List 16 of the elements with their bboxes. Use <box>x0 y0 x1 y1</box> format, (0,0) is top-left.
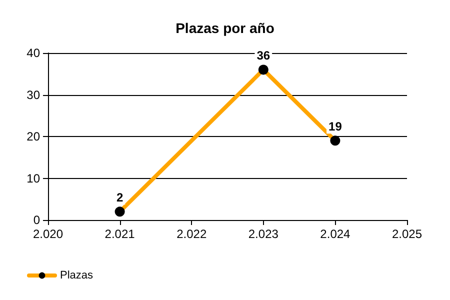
data-label: 36 <box>256 48 270 63</box>
data-label: 19 <box>328 120 342 134</box>
y-tick-label: 30 <box>26 88 40 102</box>
data-label: 2 <box>116 190 124 205</box>
x-tick-label: 2.022 <box>176 227 207 241</box>
x-tick-label: 2.021 <box>104 227 136 241</box>
y-tick-label: 40 <box>26 46 40 60</box>
x-tick-label: 2.025 <box>392 227 422 241</box>
chart-title: Plazas por año <box>176 20 274 36</box>
x-tick-label: 2.023 <box>248 227 279 241</box>
legend-label: Plazas <box>60 270 94 282</box>
y-tick-label: 0 <box>33 213 40 227</box>
y-tick-label: 20 <box>26 130 40 144</box>
y-tick-label: 10 <box>26 171 40 186</box>
x-tick-label: 2.024 <box>320 227 351 241</box>
x-tick-label: 2.020 <box>32 227 64 241</box>
